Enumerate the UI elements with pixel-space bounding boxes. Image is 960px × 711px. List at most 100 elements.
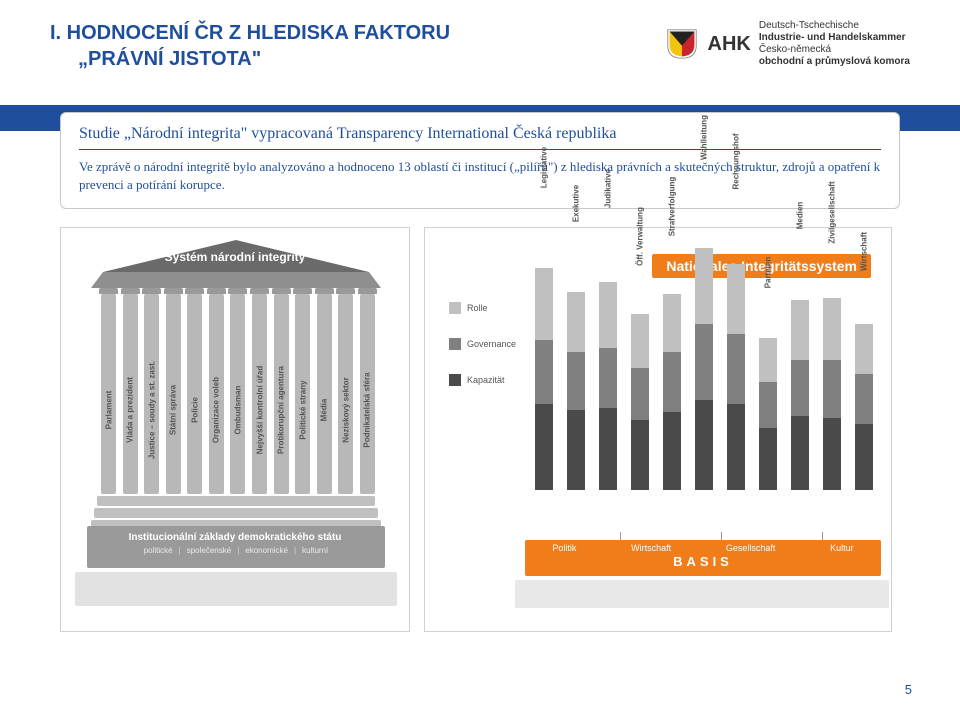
swatch-rolle	[449, 302, 461, 314]
tagline-l2: Industrie- und Handelskammer	[759, 32, 910, 44]
ahk-logo-block: AHK Deutsch-Tschechische Industrie- und …	[664, 20, 911, 68]
bar-group: Legislative Exekutive Judikative Öff. Verwa…	[535, 248, 873, 490]
category-divider	[721, 532, 722, 540]
basis-category: Wirtschaft	[631, 543, 671, 553]
ahk-logo-text: AHK	[708, 33, 751, 56]
tagline-l4: obchodní a průmyslová komora	[759, 56, 910, 68]
bar: Medien	[791, 300, 809, 490]
bar: Rechnungshof	[727, 264, 745, 490]
bar: Wahlleitung	[695, 248, 713, 490]
pillar-label: Neziskový sektor	[341, 378, 350, 443]
bar-label: Medien	[796, 202, 805, 230]
foundation-categories: politické|společenské|ekonomické|kulturn…	[87, 546, 385, 555]
temple-pillars: Parlament Vláda a prezident Justice – soud…	[101, 294, 375, 494]
bar: Legislative	[535, 268, 553, 490]
diagram-row: Systém národní integrity Parlament Vláda …	[50, 227, 910, 632]
basis-category: Politik	[552, 543, 576, 553]
bar: Öff. Verwaltung	[631, 314, 649, 490]
pillar-label: Vláda a prezident	[126, 377, 135, 443]
temple-pillar: Vláda a prezident	[123, 294, 138, 494]
bar-label: Öff. Verwaltung	[636, 208, 645, 267]
pillar-label: Média	[320, 399, 329, 422]
bar-label: Wahlleitung	[700, 115, 709, 160]
basis-band: Politik Wirtschaft Gesellschaft Kultur BASI…	[525, 540, 881, 576]
bar-label: Exekutive	[572, 185, 581, 222]
title-line-2: „PRÁVNÍ JISTOTA"	[50, 46, 450, 72]
ahk-tagline: Deutsch-Tschechische Industrie- und Hand…	[759, 20, 910, 68]
swatch-governance	[449, 338, 461, 350]
temple-pillar: Státní správa	[166, 294, 181, 494]
temple-pillar: Policie	[187, 294, 202, 494]
study-divider	[79, 149, 881, 150]
temple-title: Systém národní integrity	[61, 250, 409, 264]
legend-label-governance: Governance	[467, 339, 516, 349]
legend-rolle: Rolle	[449, 302, 516, 314]
basis-shadow	[515, 580, 889, 608]
slide-title: I. HODNOCENÍ ČR Z HLEDISKA FAKTORU „PRÁV…	[50, 20, 450, 72]
page-number: 5	[905, 682, 912, 697]
temple-steps	[91, 494, 381, 530]
category-divider	[620, 532, 621, 540]
temple-pillar: Média	[317, 294, 332, 494]
temple-floor	[75, 572, 397, 606]
study-body: Ve zprávě o národní integritě bylo analy…	[79, 158, 881, 194]
ahk-shield-icon	[664, 28, 700, 60]
bar: Exekutive	[567, 292, 585, 490]
pillar-label: Státní správa	[169, 385, 178, 435]
foundation-title: Institucionální základy demokratického s…	[61, 532, 409, 543]
legend: Rolle Governance Kapazität	[449, 302, 516, 410]
foundation-category: ekonomické	[242, 546, 291, 555]
pillar-label: Organizace voleb	[212, 377, 221, 443]
basis-category: Kultur	[830, 543, 854, 553]
bar-label: Legislative	[540, 147, 549, 188]
temple-pillar: Neziskový sektor	[338, 294, 353, 494]
pillar-label: Podnikatelská sféra	[363, 373, 372, 448]
basis-label: BASIS	[525, 554, 881, 569]
legend-kapazitat: Kapazität	[449, 374, 516, 386]
temple-pillar: Organizace voleb	[209, 294, 224, 494]
study-box: Studie „Národní integrita" vypracovaná T…	[60, 112, 900, 209]
bar: Judikative	[599, 282, 617, 490]
foundation-category: společenské	[184, 546, 234, 555]
temple-pillar: Podnikatelská sféra	[360, 294, 375, 494]
foundation-category: politické	[141, 546, 176, 555]
pillar-label: Policie	[190, 397, 199, 423]
pillar-label: Ombudsman	[233, 386, 242, 435]
temple-pillar: Justice – soudy a st. zast.	[144, 294, 159, 494]
basis-category: Gesellschaft	[726, 543, 776, 553]
slide-header: I. HODNOCENÍ ČR Z HLEDISKA FAKTORU „PRÁV…	[50, 20, 910, 72]
legend-label-rolle: Rolle	[467, 303, 488, 313]
tagline-l3: Česko-německá	[759, 44, 910, 56]
pillar-label: Parlament	[104, 391, 113, 430]
pillar-label: Nejvyšší kontrolní úřad	[255, 366, 264, 454]
legend-governance: Governance	[449, 338, 516, 350]
temple-pillar: Politické strany	[295, 294, 310, 494]
temple-pillar: Parlament	[101, 294, 116, 494]
swatch-kapazitat	[449, 374, 461, 386]
bar-label: Wirtschaft	[860, 232, 869, 271]
bar: Parteien	[759, 338, 777, 490]
legend-label-kapazitat: Kapazität	[467, 375, 505, 385]
bar-label: Judikative	[604, 169, 613, 208]
bar: Wirtschaft	[855, 324, 873, 490]
national-integrity-bar-chart: Nationales Integritätssystem Rolle Gover…	[424, 227, 892, 632]
bar: Zivilgesellschaft	[823, 298, 841, 490]
bar-label: Zivilgesellschaft	[828, 182, 837, 244]
title-line-1: I. HODNOCENÍ ČR Z HLEDISKA FAKTORU	[50, 20, 450, 46]
tagline-l1: Deutsch-Tschechische	[759, 20, 910, 32]
category-divider	[822, 532, 823, 540]
pillar-label: Protikorupční agentura	[277, 366, 286, 454]
pillar-label: Justice – soudy a st. zast.	[147, 361, 156, 459]
temple-pillar: Nejvyšší kontrolní úřad	[252, 294, 267, 494]
bar: Strafverfolgung	[663, 294, 681, 490]
temple-pillar: Ombudsman	[230, 294, 245, 494]
bar-label: Parteien	[764, 257, 773, 289]
basis-categories: Politik Wirtschaft Gesellschaft Kultur	[525, 540, 881, 553]
temple-pillar: Protikorupční agentura	[274, 294, 289, 494]
pillar-label: Politické strany	[298, 381, 307, 440]
bar-label: Rechnungshof	[732, 134, 741, 190]
foundation-category: kulturní	[299, 546, 331, 555]
integrity-temple-diagram: Systém národní integrity Parlament Vláda …	[60, 227, 410, 632]
study-title: Studie „Národní integrita" vypracovaná T…	[79, 125, 881, 143]
bar-label: Strafverfolgung	[668, 177, 677, 237]
